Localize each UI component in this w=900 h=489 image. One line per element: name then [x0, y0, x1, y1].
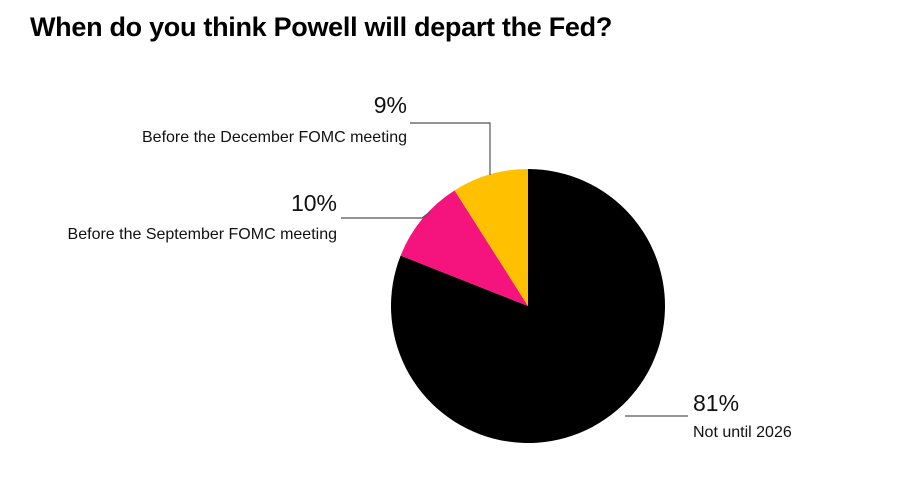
pie-slice — [454, 169, 528, 306]
category-label: Before the September FOMC meeting — [67, 226, 337, 243]
leader-line — [341, 211, 431, 219]
value-label: 81% — [693, 390, 740, 416]
value-label: 9% — [373, 92, 407, 118]
leader-line — [410, 122, 491, 175]
pie-slice — [400, 190, 528, 306]
category-label: Not until 2026 — [693, 424, 792, 441]
chart-title: When do you think Powell will depart the… — [30, 12, 613, 42]
value-label: 10% — [290, 190, 337, 216]
category-label: Before the December FOMC meeting — [142, 129, 407, 146]
